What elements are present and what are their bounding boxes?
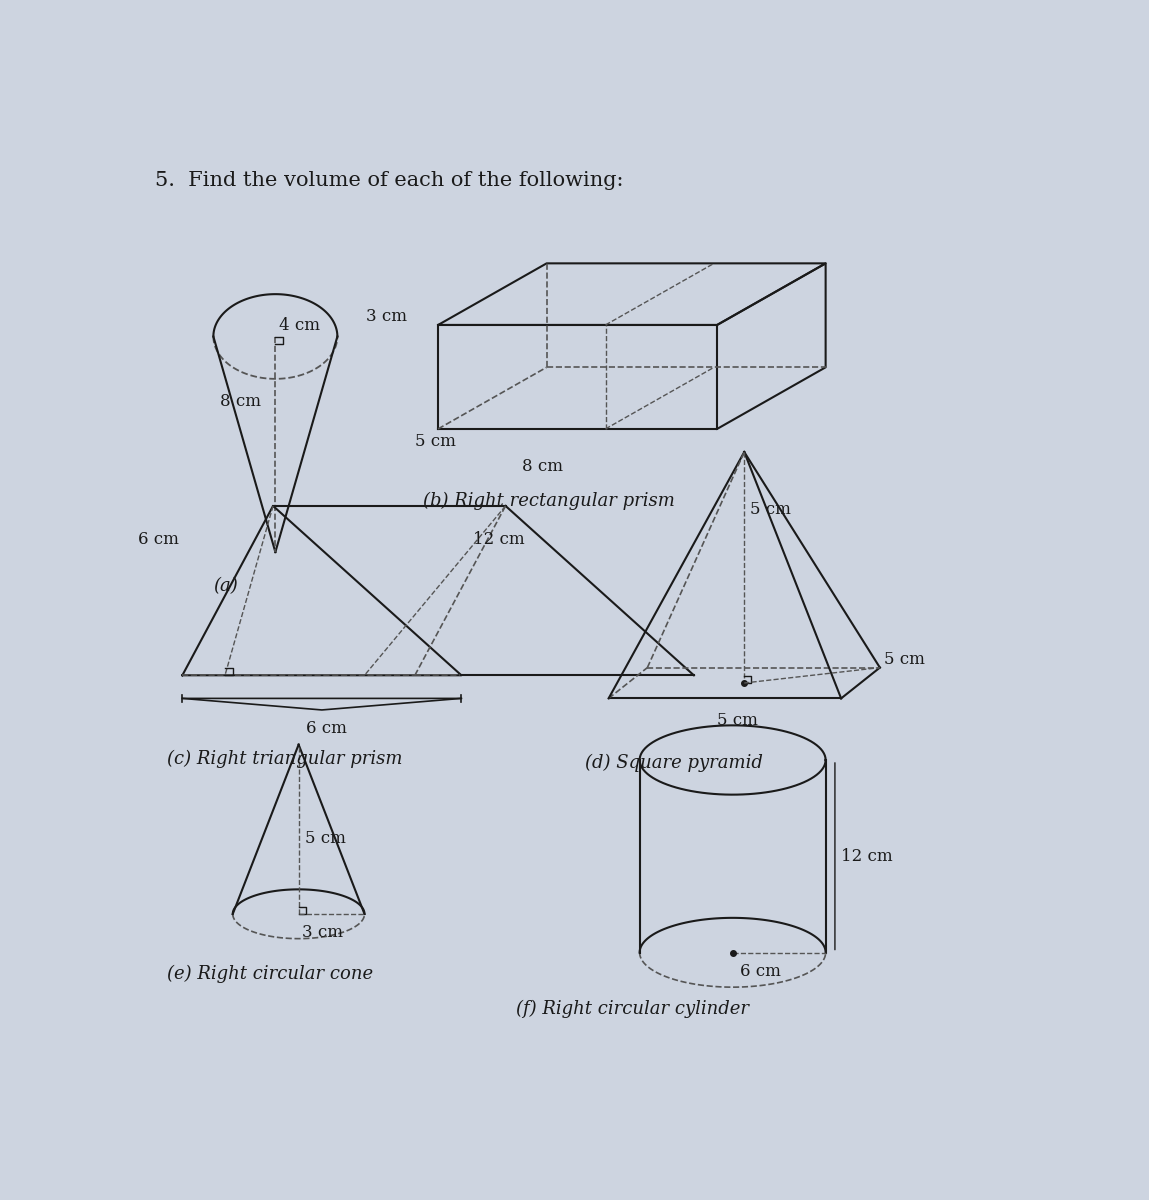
Text: (e) Right circular cone: (e) Right circular cone (167, 965, 373, 984)
Text: 3 cm: 3 cm (302, 924, 344, 941)
Text: (b) Right rectangular prism: (b) Right rectangular prism (423, 492, 674, 510)
Text: 12 cm: 12 cm (841, 847, 893, 865)
Text: (d) Square pyramid: (d) Square pyramid (585, 754, 763, 772)
Text: (c) Right triangular prism: (c) Right triangular prism (167, 750, 402, 768)
Text: (a): (a) (214, 577, 238, 594)
Text: 5 cm: 5 cm (717, 713, 758, 730)
Text: 5 cm: 5 cm (415, 433, 456, 450)
Text: 5 cm: 5 cm (884, 650, 925, 667)
Text: 8 cm: 8 cm (522, 458, 563, 475)
Text: 5 cm: 5 cm (750, 500, 792, 517)
Text: 6 cm: 6 cm (307, 720, 347, 737)
Text: 5.  Find the volume of each of the following:: 5. Find the volume of each of the follow… (155, 170, 624, 190)
Text: 6 cm: 6 cm (740, 962, 781, 979)
Text: 4 cm: 4 cm (279, 317, 321, 335)
Text: (f) Right circular cylinder: (f) Right circular cylinder (516, 1000, 749, 1018)
Text: 3 cm: 3 cm (367, 308, 407, 325)
Text: 8 cm: 8 cm (219, 392, 261, 410)
Text: 6 cm: 6 cm (138, 532, 178, 548)
Text: 12 cm: 12 cm (473, 532, 525, 548)
Text: 5 cm: 5 cm (304, 830, 346, 847)
